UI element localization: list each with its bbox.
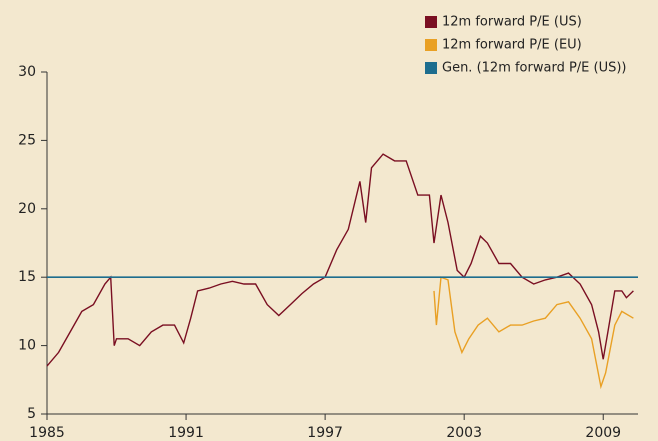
- series-line: [433, 276, 634, 390]
- legend-label: 12m forward P/E (US): [442, 15, 582, 30]
- x-tick-label: 1997: [307, 425, 343, 441]
- y-tick-label: 25: [18, 132, 36, 148]
- legend-swatch: [425, 62, 437, 74]
- y-tick-label: 30: [18, 64, 36, 80]
- x-tick-label: 2003: [446, 425, 482, 441]
- y-tick-label: 20: [18, 201, 36, 217]
- y-tick-label: 15: [18, 269, 36, 285]
- y-tick-label: 10: [18, 338, 36, 354]
- series-line: [46, 153, 634, 367]
- legend-label: 12m forward P/E (EU): [442, 38, 582, 53]
- legend-swatch: [425, 39, 437, 51]
- legend-swatch: [425, 16, 437, 28]
- x-tick-label: 2009: [585, 425, 621, 441]
- x-tick-label: 1991: [168, 425, 204, 441]
- y-tick-label: 5: [27, 406, 36, 422]
- x-tick-label: 1985: [29, 425, 65, 441]
- legend-label: Gen. (12m forward P/E (US)): [442, 61, 627, 76]
